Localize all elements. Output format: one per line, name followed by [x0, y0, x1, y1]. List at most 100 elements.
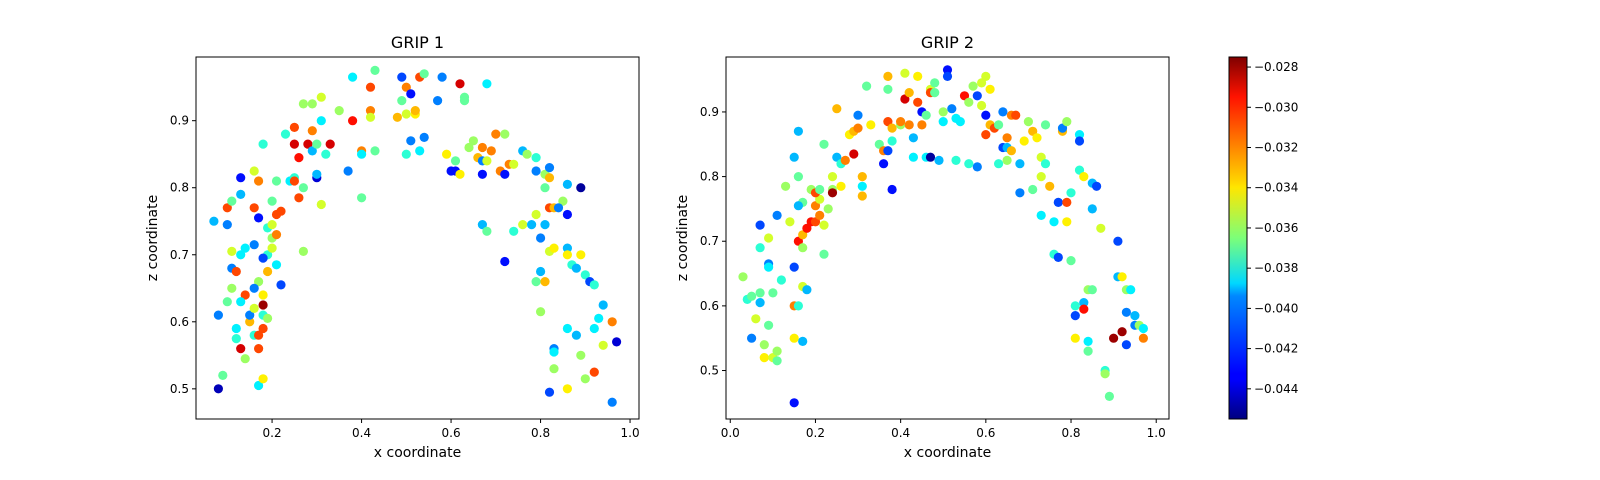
- scatter-point: [1066, 188, 1076, 198]
- scatter-point: [1079, 298, 1089, 308]
- scatter-point: [540, 220, 550, 230]
- scatter-point: [522, 149, 532, 159]
- scatter-point: [549, 243, 559, 253]
- scatter-point: [343, 166, 353, 176]
- scatter-point: [857, 181, 867, 191]
- y-tick-label: 0.7: [170, 248, 189, 262]
- scatter-point: [1121, 340, 1131, 350]
- scatter-point: [759, 340, 769, 350]
- scatter-point: [994, 159, 1004, 169]
- y-tick-label: 0.5: [170, 382, 189, 396]
- scatter-point: [348, 116, 358, 126]
- scatter-point: [904, 120, 914, 130]
- scatter-point: [267, 196, 277, 206]
- scatter-point: [518, 220, 528, 230]
- scatter-point: [1002, 155, 1012, 165]
- scatter-point: [802, 285, 812, 295]
- scatter-point: [612, 337, 622, 347]
- scatter-point: [544, 163, 555, 173]
- scatter-point: [981, 110, 991, 120]
- scatter-point: [531, 166, 541, 176]
- x-tick-label: 1.0: [621, 426, 640, 440]
- scatter-point: [836, 181, 846, 191]
- scatter-point: [236, 250, 246, 260]
- scatter-point: [258, 290, 268, 300]
- scatter-point: [789, 333, 799, 343]
- scatter-point: [419, 132, 429, 142]
- scatter-point: [1062, 197, 1072, 207]
- scatter-point: [1100, 369, 1110, 379]
- scatter-point: [764, 262, 774, 272]
- scatter-point: [357, 193, 367, 203]
- scatter-point: [222, 203, 232, 213]
- scatter-point: [562, 323, 573, 334]
- scatter-point: [810, 201, 821, 211]
- scatter-point: [491, 129, 501, 139]
- scatter-point: [289, 139, 299, 149]
- scatter-point: [942, 71, 953, 81]
- scatter-point: [415, 146, 425, 156]
- scatter-point: [464, 142, 474, 153]
- scatter-point: [298, 183, 308, 193]
- scatter-point: [1045, 181, 1055, 191]
- scatter-point: [576, 350, 586, 360]
- grip-1-axes-frame: [195, 56, 640, 420]
- colorbar-tick-label: −0.040: [1254, 301, 1298, 315]
- scatter-point: [213, 310, 223, 320]
- scatter-point: [772, 210, 782, 220]
- scatter-point: [1011, 110, 1021, 120]
- scatter-point: [793, 301, 804, 311]
- scatter-point: [231, 323, 241, 334]
- scatter-point: [365, 82, 376, 92]
- scatter-point: [482, 79, 492, 89]
- scatter-point: [1104, 391, 1114, 401]
- scatter-point: [482, 226, 492, 236]
- scatter-point: [977, 78, 987, 88]
- scatter-point: [1036, 210, 1046, 220]
- scatter-point: [883, 117, 893, 127]
- scatter-point: [998, 107, 1008, 117]
- scatter-point: [896, 117, 906, 127]
- scatter-point: [549, 347, 559, 357]
- scatter-point: [802, 223, 812, 233]
- scatter-point: [607, 317, 617, 327]
- scatter-point: [793, 126, 804, 136]
- scatter-point: [531, 209, 541, 220]
- scatter-point: [236, 344, 246, 354]
- scatter-point: [450, 156, 461, 166]
- scatter-point: [280, 129, 291, 139]
- scatter-point: [580, 270, 590, 280]
- scatter-point: [477, 142, 487, 153]
- scatter-point: [531, 153, 541, 163]
- scatter-point: [254, 213, 264, 223]
- scatter-point: [401, 109, 411, 119]
- scatter-point: [1079, 172, 1089, 182]
- scatter-point: [477, 220, 487, 230]
- scatter-point: [249, 240, 259, 250]
- colorbar-tick-label: −0.036: [1254, 221, 1298, 235]
- scatter-point: [316, 199, 326, 210]
- y-tick-label: 0.8: [700, 170, 719, 184]
- scatter-point: [589, 323, 599, 334]
- colorbar-tick-label: −0.032: [1254, 141, 1298, 155]
- scatter-point: [594, 313, 604, 323]
- x-tick-label: 1.0: [1147, 426, 1166, 440]
- scatter-point: [1109, 333, 1119, 343]
- scatter-point: [819, 220, 829, 230]
- scatter-point: [853, 123, 863, 133]
- y-tick-label: 0.6: [170, 315, 189, 329]
- scatter-point: [334, 106, 344, 116]
- scatter-point: [832, 104, 842, 114]
- scatter-point: [1032, 133, 1042, 143]
- scatter-point: [823, 204, 833, 214]
- scatter-point: [1117, 272, 1127, 282]
- scatter-point: [249, 166, 259, 176]
- scatter-point: [840, 155, 850, 165]
- scatter-point: [887, 136, 897, 146]
- scatter-point: [267, 243, 277, 253]
- scatter-point: [781, 181, 791, 191]
- scatter-point: [576, 250, 586, 260]
- scatter-point: [580, 374, 590, 384]
- scatter-point: [1053, 197, 1063, 207]
- scatter-point: [410, 106, 420, 116]
